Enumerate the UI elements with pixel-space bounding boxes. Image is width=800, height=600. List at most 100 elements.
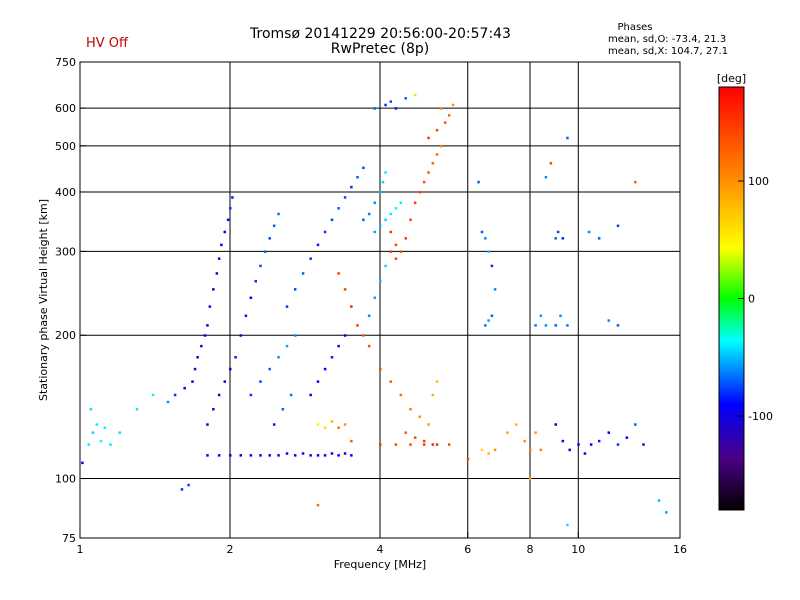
phases-title: Phases [617,22,653,33]
data-point [539,314,543,318]
data-point [480,230,484,234]
y-tick-label: 750 [55,56,76,69]
data-point [196,356,199,359]
data-point [277,212,280,216]
data-point [249,393,253,397]
data-point [356,175,359,179]
data-point [151,393,155,397]
data-point [399,393,403,397]
data-point [229,207,232,210]
data-point [431,443,435,446]
data-point [350,305,353,308]
data-point [206,423,209,426]
data-point [431,393,435,397]
data-point [285,452,289,455]
phases-o-stats: mean, sd,O: -73.4, 21.3 [608,34,727,45]
data-point [435,380,439,383]
data-point [301,272,305,275]
data-point [263,250,267,253]
data-point [109,443,112,446]
data-point [409,218,412,222]
hv-status-label: HV Off [86,36,128,51]
data-point [362,334,365,337]
data-point [447,114,451,117]
data-point [373,230,377,234]
data-point [466,457,470,461]
data-point [389,230,393,234]
data-point [268,237,271,240]
data-point [487,452,490,455]
data-point [413,93,417,97]
y-tick-label: 400 [55,186,76,199]
data-point [490,314,494,318]
data-point [180,488,184,491]
data-point [493,288,497,291]
colorbar-tick-label: 100 [748,175,769,188]
data-point [217,257,221,260]
data-point [272,224,276,228]
data-point [435,153,439,156]
data-point [422,180,426,184]
data-point [206,324,209,327]
data-point [379,190,382,194]
data-point [404,97,407,100]
data-point [439,107,443,110]
data-point [427,171,430,174]
data-point [389,100,393,103]
data-point [534,324,537,327]
data-point [568,448,571,452]
data-point [268,367,271,371]
data-point [337,426,340,429]
data-point [118,431,121,434]
data-point [373,296,377,300]
data-point [343,334,347,337]
data-point [394,207,398,210]
y-tick-label: 600 [55,102,76,115]
data-point [597,439,601,443]
data-point [323,367,327,371]
data-point [427,136,430,140]
data-point [413,436,417,439]
data-point [323,426,327,429]
data-point [309,454,312,457]
data-point [544,324,548,327]
data-point [231,196,234,199]
colorbar-tick-label: -100 [748,410,773,423]
y-tick-label: 500 [55,140,76,153]
data-point [529,448,532,452]
data-point [566,136,569,140]
data-point [239,334,243,337]
data-point [566,324,569,327]
data-point [431,162,435,165]
data-point [337,454,340,457]
data-point [404,237,407,240]
data-point [356,324,359,327]
data-point [549,162,553,165]
data-point [394,257,398,260]
data-point [223,380,227,383]
x-tick-label: 16 [673,543,687,556]
data-point [309,257,312,260]
data-point [616,224,620,228]
data-point [166,400,170,404]
data-point [389,250,393,253]
data-point [506,431,509,434]
data-point [362,166,365,170]
data-point [435,128,439,132]
y-axis-label: Stationary phase Virtual Height [km] [37,199,50,401]
data-point [316,243,320,247]
data-point [99,439,103,443]
data-point [409,407,412,411]
data-point [523,439,527,443]
data-point [566,523,569,527]
data-point [384,218,387,222]
data-point [484,324,487,327]
data-point [539,448,543,452]
data-point [309,393,312,397]
data-point [316,380,320,383]
colorbar-tick-label: 0 [748,293,755,306]
data-point [561,439,565,443]
data-point [413,201,417,205]
data-point [657,499,661,502]
data-point [625,436,629,439]
